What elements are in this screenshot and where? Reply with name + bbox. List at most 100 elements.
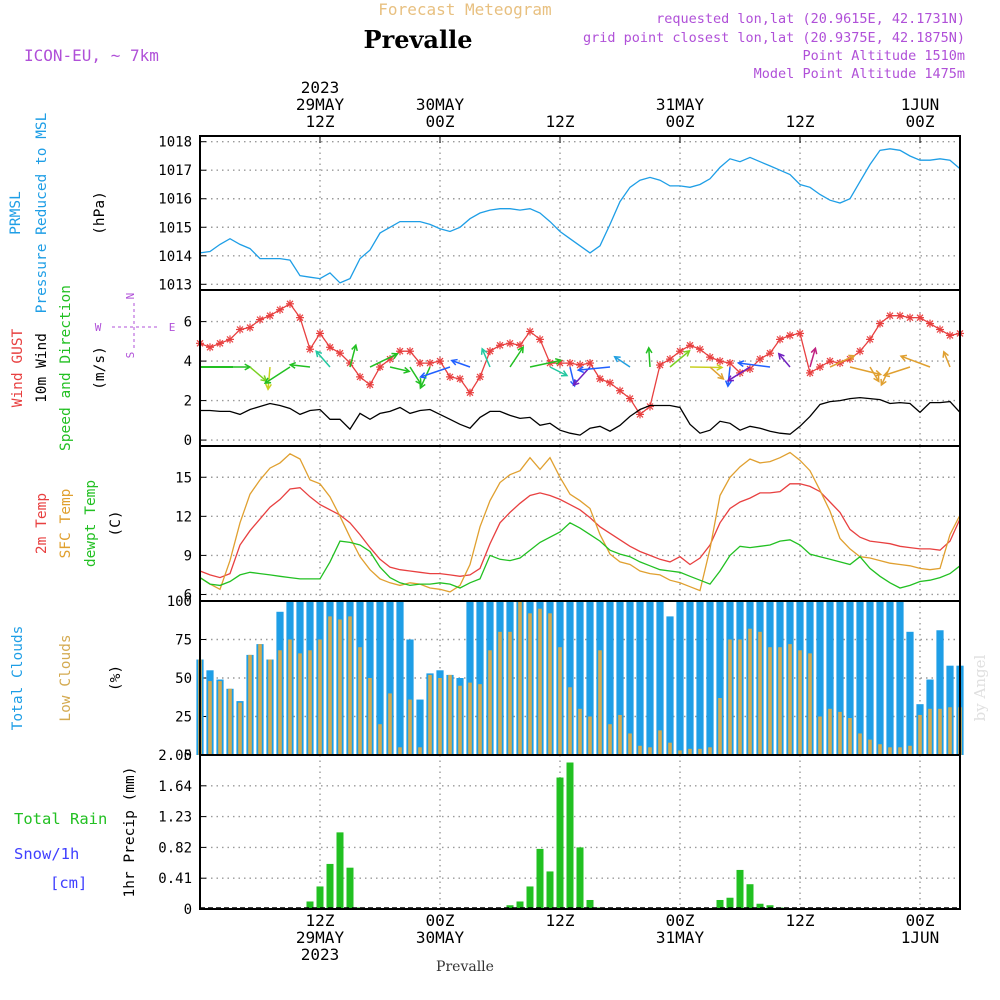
wind-arrow <box>669 349 691 368</box>
y-tick-label: 2.05 <box>158 748 192 764</box>
low-cloud-bar <box>778 647 782 755</box>
gust-marker <box>306 345 314 354</box>
y-axis-label: (C) <box>108 510 124 536</box>
low-cloud-bar <box>768 647 772 755</box>
wind-arrow <box>572 366 591 387</box>
low-cloud-bar <box>948 707 952 755</box>
wind-arrow <box>829 354 856 368</box>
gust-marker <box>336 349 344 358</box>
rain-bar <box>766 905 774 909</box>
total-cloud-bar <box>666 616 674 755</box>
gust-marker <box>706 353 714 362</box>
low-cloud-bar <box>938 708 942 755</box>
low-cloud-bar <box>558 647 562 755</box>
rain-bar <box>536 848 544 909</box>
panel-frame <box>199 135 961 291</box>
wind-arrow <box>736 360 771 368</box>
rain-bar <box>586 899 594 909</box>
low-cloud-bar <box>438 678 442 755</box>
y-tick-label: 0 <box>184 433 192 449</box>
time-label-top: 31MAY <box>656 95 705 114</box>
svg-text:N: N <box>124 293 137 300</box>
gust-marker <box>786 331 794 340</box>
rain-bar <box>346 867 354 909</box>
wind-arrow <box>450 358 471 368</box>
time-label-bottom: 31MAY <box>656 928 705 947</box>
rain-bar <box>336 832 344 909</box>
low-cloud-bar <box>248 654 252 755</box>
low-cloud-bar <box>408 699 412 755</box>
total-cloud-bar <box>396 601 404 755</box>
wind-arrow <box>899 354 931 368</box>
gust-marker <box>426 359 434 368</box>
low-cloud-bar <box>478 684 482 755</box>
wind-arrow <box>549 366 569 377</box>
panel-3: 0 25 50 75 100 Total Clouds Low Clouds (%) <box>10 594 964 764</box>
gust-marker <box>756 355 764 364</box>
time-label-top: 00Z <box>426 112 455 131</box>
time-label-top: 12Z <box>786 112 815 131</box>
y-tick-label: 12 <box>175 509 192 525</box>
y-tick-label: 75 <box>175 633 192 649</box>
total-cloud-bar <box>936 630 944 755</box>
low-cloud-bar <box>538 608 542 755</box>
gust-marker <box>356 372 364 381</box>
total-cloud-bar <box>386 601 394 755</box>
low-cloud-bar <box>418 747 422 755</box>
gust-marker <box>326 343 334 352</box>
total-cloud-bar <box>856 601 864 755</box>
total-cloud-bar <box>886 601 894 755</box>
wind-arrow <box>777 352 791 368</box>
time-label-top: 2023 <box>301 78 340 97</box>
y-tick-label: 0.41 <box>158 871 192 887</box>
footer-location: Prevalle <box>436 959 494 975</box>
gust-marker <box>896 311 904 320</box>
gust-marker <box>276 305 284 314</box>
low-cloud-bar <box>398 747 402 755</box>
gust-marker <box>366 380 374 389</box>
panel-frame <box>199 754 961 910</box>
gust-marker <box>256 315 264 324</box>
y-axis-label: (m/s) <box>92 346 108 390</box>
y-axis-label: 10m Wind <box>34 333 50 403</box>
wind-arrow <box>882 366 911 378</box>
y-axis-label: 1hr Precip (mm) <box>122 767 138 898</box>
total-cloud-bar <box>686 601 694 755</box>
gust-marker <box>676 347 684 356</box>
low-cloud-bar <box>288 639 292 755</box>
low-cloud-bar <box>908 745 912 755</box>
time-label-bottom: 2023 <box>301 945 340 964</box>
precip-legend-label: Total Rain <box>14 810 107 828</box>
low-cloud-bar <box>368 678 372 755</box>
low-cloud-bar <box>278 650 282 755</box>
svg-text:E: E <box>169 321 176 334</box>
total-cloud-bar <box>616 601 624 755</box>
total-cloud-bar <box>636 601 644 755</box>
wind-arrow <box>613 355 631 368</box>
gust-marker <box>796 329 804 338</box>
time-label-top: 12Z <box>546 112 575 131</box>
gust-marker <box>726 359 734 368</box>
wind-arrow <box>349 343 358 368</box>
y-axis-label: 2m Temp <box>34 493 50 554</box>
wind-arrow <box>576 366 611 374</box>
gust-marker <box>266 311 274 320</box>
y-tick-label: 1014 <box>158 249 192 265</box>
time-label-bottom: 1JUN <box>901 928 940 947</box>
low-cloud-bar <box>788 644 792 755</box>
total-cloud-bar <box>876 601 884 755</box>
wind-arrow <box>724 366 732 388</box>
y-tick-label: 4 <box>184 354 192 370</box>
y-tick-label: 1018 <box>158 135 192 151</box>
total-cloud-bar <box>476 601 484 755</box>
y-axis-label: (%) <box>108 665 124 691</box>
rain-bar <box>506 905 514 909</box>
low-cloud-bar <box>928 708 932 755</box>
low-cloud-bar <box>718 698 722 755</box>
gust-marker <box>206 343 214 352</box>
low-cloud-bar <box>588 716 592 755</box>
gust-marker <box>876 319 884 328</box>
total-cloud-bar <box>406 639 414 755</box>
low-cloud-bar <box>208 681 212 755</box>
low-cloud-bar <box>508 631 512 755</box>
